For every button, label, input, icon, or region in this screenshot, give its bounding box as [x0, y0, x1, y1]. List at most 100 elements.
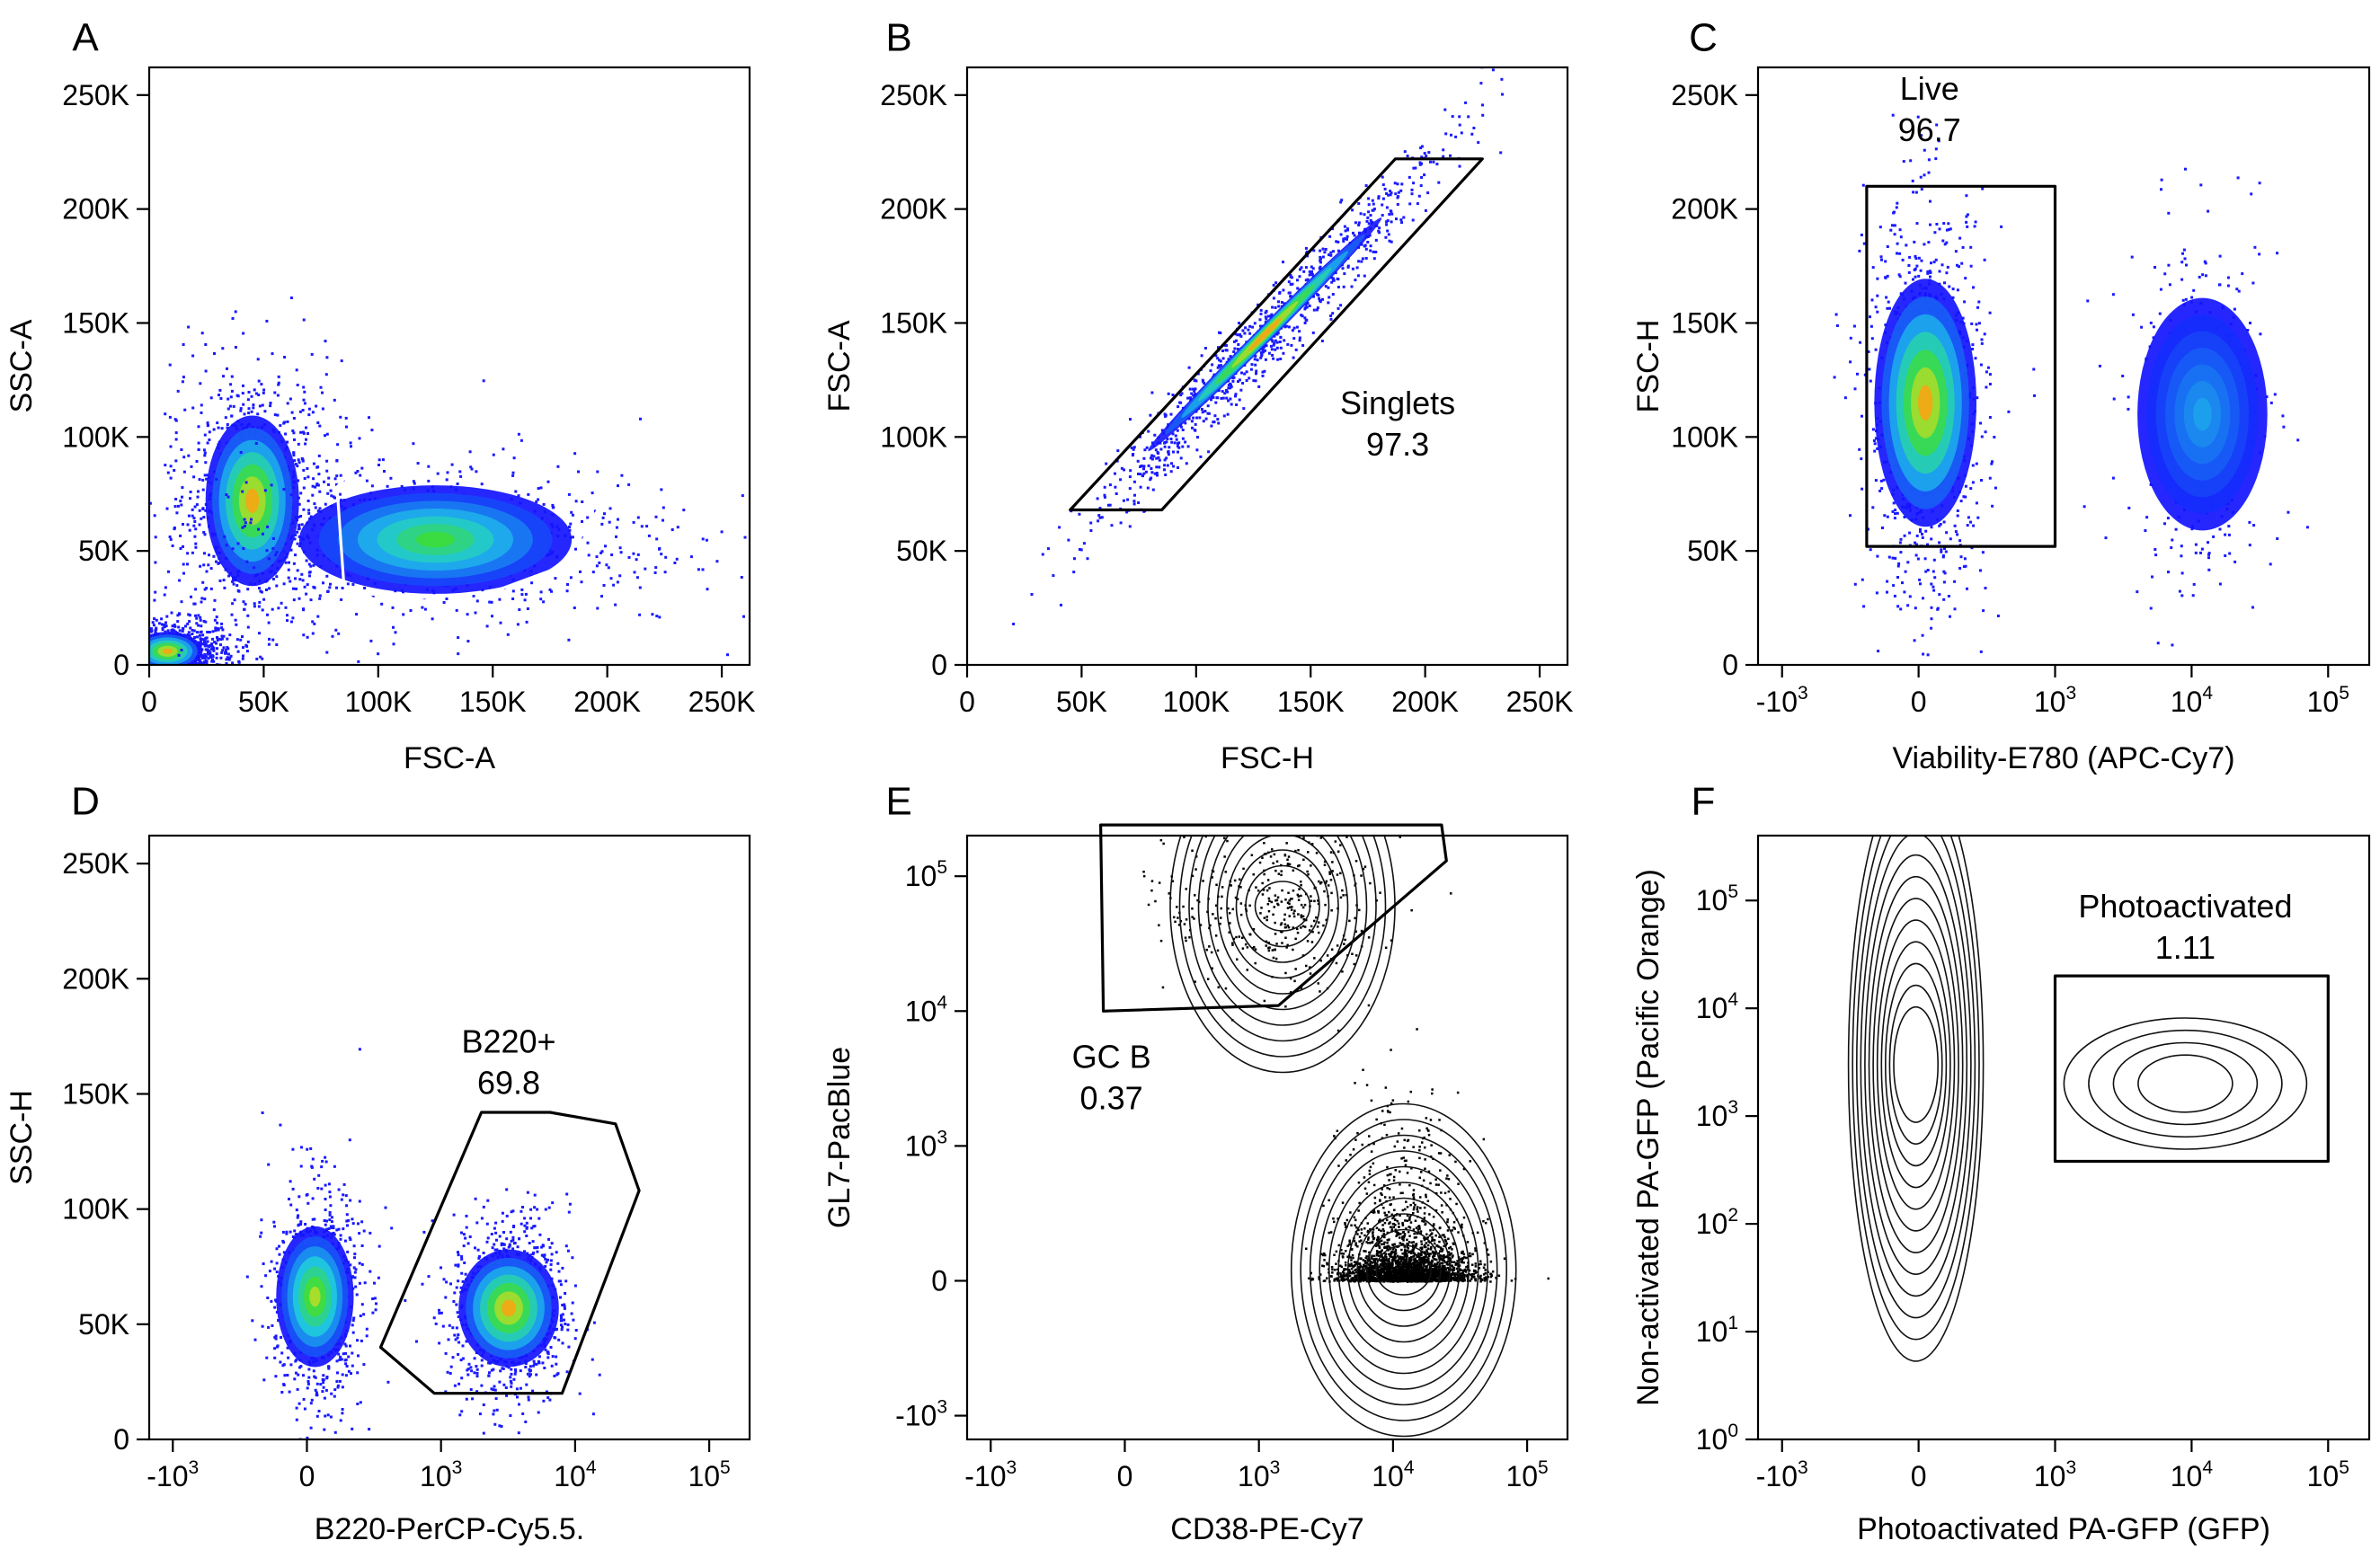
event-point [2218, 582, 2222, 586]
event-point [258, 587, 261, 590]
event-point [517, 494, 520, 498]
event-point [209, 567, 213, 571]
y-tick-label: 250K [880, 79, 947, 111]
event-point [1921, 536, 1924, 539]
event-point [1236, 333, 1239, 337]
event-point [1241, 329, 1245, 332]
event-point [1177, 405, 1180, 409]
event-point [1163, 445, 1167, 448]
event-point [302, 468, 306, 472]
event-point [303, 585, 306, 589]
event-point [2296, 438, 2300, 442]
event-point [1222, 414, 1226, 418]
event-point [1274, 281, 1278, 285]
event-point [569, 576, 573, 580]
event-point [267, 621, 271, 624]
event-point [485, 624, 489, 628]
event-point [1357, 221, 1361, 225]
event-point [1975, 462, 1978, 465]
event-point [301, 579, 305, 582]
y-tick-label: 100K [1671, 421, 1738, 453]
event-point [344, 1194, 348, 1198]
event-point [1914, 543, 1918, 546]
event-point [171, 544, 174, 547]
event-point [1880, 258, 1883, 261]
event-point [1914, 541, 1917, 544]
event-point [295, 1418, 298, 1421]
event-point [1396, 203, 1399, 206]
event-point [218, 388, 222, 392]
event-point [360, 1220, 364, 1224]
event-point [1891, 509, 1895, 513]
event-point [1319, 300, 1322, 304]
event-point [322, 1374, 325, 1377]
event-point [200, 642, 204, 646]
event-point [1976, 396, 1979, 400]
event-point [291, 429, 295, 432]
event-point [1390, 220, 1393, 224]
event-point [1908, 531, 1912, 535]
event-point [627, 482, 631, 486]
event-point [1917, 274, 1921, 278]
event-point [1300, 266, 1303, 270]
event-point [1885, 296, 1888, 299]
event-point [1933, 231, 1937, 235]
event-point [1953, 524, 1957, 527]
event-point [1371, 199, 1374, 202]
event-point [1298, 339, 1301, 342]
event-point [269, 404, 272, 408]
event-point [1271, 353, 1274, 357]
y-tick-label: 250K [1671, 79, 1738, 111]
event-point [2104, 536, 2108, 540]
event-point [339, 474, 342, 477]
event-point [1167, 392, 1170, 395]
event-point [1467, 115, 1470, 119]
event-point [1251, 325, 1255, 329]
event-point [325, 469, 329, 473]
event-point [310, 1398, 314, 1402]
density-level [1248, 317, 1282, 351]
event-point [226, 656, 229, 660]
event-point [1289, 295, 1292, 298]
event-point [1108, 483, 1112, 487]
event-point [1908, 255, 1912, 259]
event-point [1132, 446, 1136, 449]
event-point [1160, 429, 1164, 432]
event-point [161, 628, 164, 632]
event-point [1328, 253, 1330, 257]
event-point [1979, 650, 1983, 653]
event-point [617, 484, 619, 488]
event-point [600, 595, 603, 598]
event-point [1114, 485, 1117, 489]
event-point [289, 493, 293, 497]
event-point [1217, 421, 1221, 425]
event-point [539, 590, 543, 594]
event-point [1871, 428, 1875, 431]
event-point [1327, 301, 1330, 305]
event-point [1352, 231, 1354, 235]
event-point [1239, 388, 1243, 392]
event-point [1190, 420, 1194, 423]
event-point [1119, 478, 1123, 482]
event-point [313, 502, 316, 506]
event-point [1943, 281, 1946, 285]
event-point [1884, 276, 1887, 279]
event-point [600, 550, 604, 553]
event-point [1899, 235, 1903, 239]
event-point [1305, 305, 1309, 309]
event-point [275, 643, 279, 646]
event-point [1345, 235, 1349, 238]
event-point [302, 431, 306, 435]
event-point [200, 657, 204, 660]
event-point [369, 639, 373, 642]
event-point [2180, 261, 2184, 264]
event-point [1378, 226, 1381, 230]
event-point [1934, 147, 1938, 151]
event-point [297, 516, 300, 518]
event-point [2163, 272, 2167, 276]
event-point [1499, 151, 1503, 155]
event-point [1942, 520, 1946, 524]
plot-frame [1756, 66, 2371, 667]
event-point [1209, 369, 1212, 373]
